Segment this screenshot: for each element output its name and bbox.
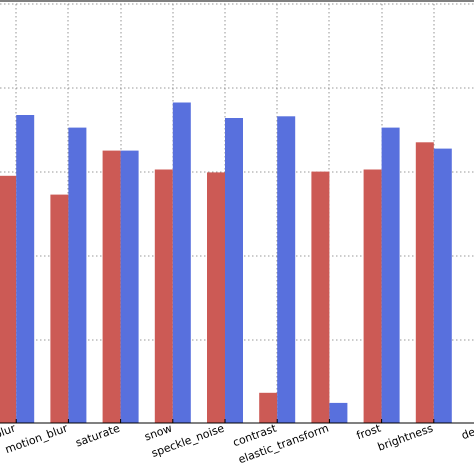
bar-saturate-series-1 (102, 150, 121, 423)
bar-snow-series-2 (172, 102, 191, 423)
bar-frost-series-1 (363, 169, 382, 423)
bar-motion-blur-series-1 (50, 194, 69, 423)
bar-snow-series-1 (154, 169, 173, 423)
bars (0, 102, 452, 424)
bar-speckle-noise-series-1 (207, 172, 225, 423)
bar-speckle-noise-series-2 (225, 118, 243, 423)
bar-contrast-series-2 (277, 116, 296, 424)
bar-saturate-series-2 (120, 150, 139, 423)
bar-zoom-blur-series-2 (16, 115, 35, 423)
bar-motion-blur-series-2 (68, 127, 87, 423)
bar-contrast-series-1 (259, 392, 278, 423)
plot-frame (0, 0, 474, 424)
bar-elastic-transform-series-2 (329, 402, 348, 423)
bar-zoom-blur-series-1 (0, 175, 17, 423)
bar-frost-series-2 (381, 127, 400, 423)
bar-brightness-series-1 (415, 142, 434, 424)
bar-elastic-transform-series-1 (311, 171, 330, 423)
bar-brightness-series-2 (433, 148, 452, 423)
